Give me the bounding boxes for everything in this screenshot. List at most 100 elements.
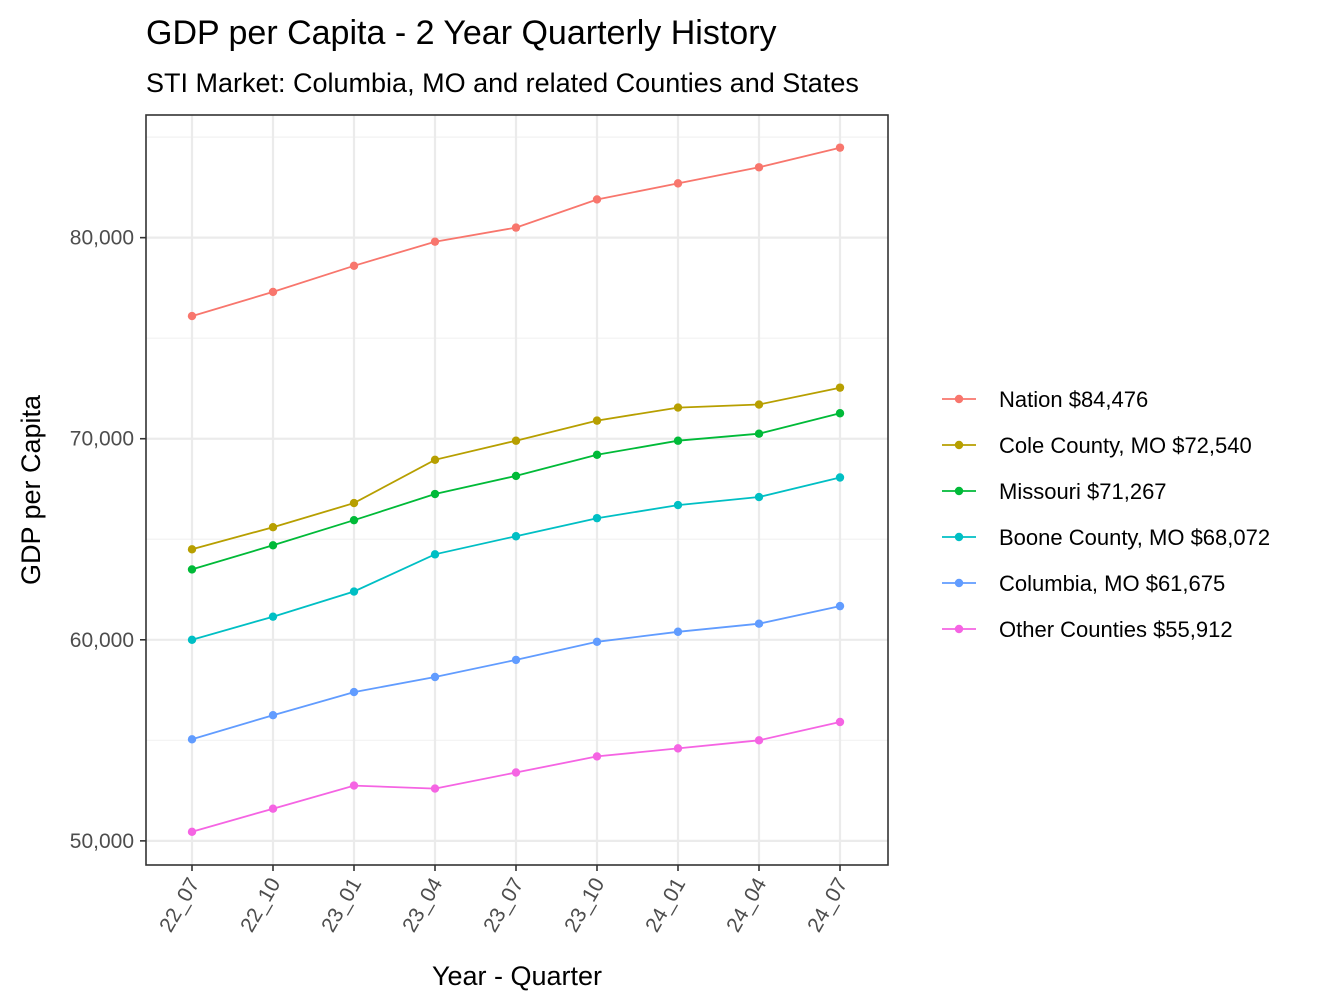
data-point <box>592 513 602 523</box>
data-point <box>835 473 845 482</box>
data-point <box>430 550 440 559</box>
data-point <box>592 416 602 425</box>
data-point <box>349 587 359 596</box>
x-tick-label: 24_04 <box>722 874 771 936</box>
series-group <box>187 473 845 644</box>
data-point <box>754 400 764 409</box>
data-point <box>754 619 764 628</box>
data-point <box>430 672 440 682</box>
data-point <box>187 635 197 644</box>
legend-label: Columbia, MO $61,675 <box>999 571 1225 596</box>
x-tick-label: 23_10 <box>560 874 609 936</box>
data-point <box>673 436 683 445</box>
legend-key-point <box>954 394 964 404</box>
x-axis: 22_07 22_10 23_01 23_04 23_07 23_10 24_01 24_04… <box>155 865 852 936</box>
series-group <box>187 409 845 574</box>
data-point <box>592 450 602 460</box>
data-point <box>268 287 278 297</box>
x-tick-label: 23_04 <box>398 874 447 936</box>
data-point <box>187 827 197 837</box>
data-point <box>430 784 440 793</box>
y-axis: 50,000 60,000 70,000 80,000 <box>70 227 146 853</box>
data-point <box>835 409 845 418</box>
data-point <box>835 383 845 392</box>
legend-label: Nation $84,476 <box>999 387 1148 412</box>
x-tick-label: 22_07 <box>155 874 204 936</box>
legend-item: Nation $84,476 <box>942 387 1148 412</box>
data-point <box>511 223 521 232</box>
data-point <box>511 471 521 481</box>
data-point <box>754 163 764 172</box>
y-axis-title: GDP per Capita <box>16 394 46 585</box>
data-point <box>592 752 602 761</box>
data-point <box>511 436 521 445</box>
legend-key-point <box>954 486 964 496</box>
legend-key-point <box>954 532 964 542</box>
data-point <box>511 768 521 777</box>
data-point <box>268 804 278 813</box>
data-point <box>349 498 359 508</box>
legend-item: Missouri $71,267 <box>942 479 1167 504</box>
data-point <box>349 781 359 790</box>
x-axis-title: Year - Quarter <box>432 961 602 991</box>
y-tick-label: 50,000 <box>70 830 134 853</box>
legend-item: Boone County, MO $68,072 <box>942 525 1270 550</box>
legend-item: Cole County, MO $72,540 <box>942 433 1252 458</box>
legend-label: Cole County, MO $72,540 <box>999 433 1252 458</box>
data-point <box>835 717 845 727</box>
series-group <box>187 717 845 837</box>
x-tick-label: 23_01 <box>317 874 366 936</box>
data-point <box>835 601 845 611</box>
data-point <box>673 403 683 412</box>
panel-border <box>145 114 889 866</box>
data-point <box>187 545 197 554</box>
data-point <box>187 565 197 574</box>
data-point <box>673 627 683 636</box>
data-point <box>187 735 197 744</box>
data-point <box>349 687 359 697</box>
legend-key-point <box>954 624 964 634</box>
data-point <box>592 637 602 647</box>
data-point <box>268 522 278 532</box>
legend-key-point <box>954 578 964 588</box>
legend-key-point <box>954 440 964 450</box>
data-point <box>673 179 683 188</box>
data-point <box>511 655 521 665</box>
data-point <box>673 744 683 753</box>
data-point <box>754 492 764 502</box>
data-point <box>754 736 764 745</box>
data-point <box>430 237 440 246</box>
legend: Nation $84,476 Cole County, MO $72,540 Mis… <box>942 387 1270 642</box>
x-tick-label: 24_01 <box>641 874 690 936</box>
y-tick-label: 60,000 <box>70 629 134 652</box>
y-tick-label: 70,000 <box>70 428 134 451</box>
data-point <box>511 532 521 541</box>
data-point <box>430 455 440 465</box>
data-point <box>349 261 359 271</box>
legend-item: Columbia, MO $61,675 <box>942 571 1225 596</box>
x-tick-label: 22_10 <box>236 874 285 936</box>
legend-label: Other Counties $55,912 <box>999 617 1233 642</box>
y-tick-label: 80,000 <box>70 227 134 250</box>
series-group <box>187 143 845 321</box>
data-point <box>592 195 602 204</box>
data-point <box>835 143 845 152</box>
data-point <box>430 489 440 499</box>
legend-item: Other Counties $55,912 <box>942 617 1233 642</box>
series-group <box>187 383 845 554</box>
legend-label: Boone County, MO $68,072 <box>999 525 1270 550</box>
data-point <box>268 612 278 621</box>
series-group <box>187 601 845 744</box>
chart-subtitle: STI Market: Columbia, MO and related Cou… <box>146 68 859 98</box>
x-tick-label: 24_07 <box>803 874 852 936</box>
plot-area <box>145 114 889 866</box>
x-tick-label: 23_07 <box>479 874 528 936</box>
data-point <box>187 311 197 321</box>
legend-label: Missouri $71,267 <box>999 479 1167 504</box>
data-point <box>673 500 683 510</box>
chart-title: GDP per Capita - 2 Year Quarterly Histor… <box>146 14 777 52</box>
data-point <box>268 541 278 550</box>
data-point <box>349 515 359 525</box>
data-point <box>754 429 764 438</box>
